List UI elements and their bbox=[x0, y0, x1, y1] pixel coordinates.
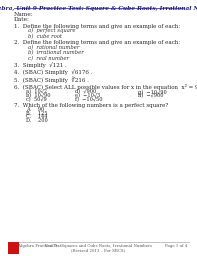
Text: a)  10√2: a) 10√2 bbox=[26, 89, 47, 94]
Text: a)  rational number: a) rational number bbox=[28, 45, 79, 50]
Text: 6.  (SBAC) Select ALL possible values for x in the equation  x² = 900 .: 6. (SBAC) Select ALL possible values for… bbox=[14, 84, 197, 90]
Text: b)  10√90: b) 10√90 bbox=[26, 93, 50, 98]
Text: B.    125: B. 125 bbox=[26, 111, 47, 116]
Text: D.    200: D. 200 bbox=[26, 118, 47, 123]
Text: 1.  Define the following terms and give an example of each:: 1. Define the following terms and give a… bbox=[14, 24, 180, 29]
Text: 4.  (SBAC) Simplify  √6176 .: 4. (SBAC) Simplify √6176 . bbox=[14, 69, 92, 75]
Text: c)  real number: c) real number bbox=[28, 56, 69, 61]
Text: g)  −10√90: g) −10√90 bbox=[138, 89, 167, 95]
Text: Date:: Date: bbox=[14, 17, 30, 23]
FancyBboxPatch shape bbox=[7, 242, 19, 254]
Text: f)  −10√50: f) −10√50 bbox=[75, 97, 102, 102]
Text: b)  irrational number: b) irrational number bbox=[28, 50, 83, 56]
Text: d)  √900: d) √900 bbox=[75, 89, 96, 94]
Text: a)  perfect square: a) perfect square bbox=[28, 28, 75, 34]
Text: b)  cube root: b) cube root bbox=[28, 34, 62, 39]
Text: Pre-Algebra Practice Test: Pre-Algebra Practice Test bbox=[10, 244, 61, 248]
Text: Pre-Algebra, Unit 9 Practice Test: Square & Cube Roots, Irrational Numbers: Pre-Algebra, Unit 9 Practice Test: Squar… bbox=[0, 6, 197, 11]
Text: c)  50√9: c) 50√9 bbox=[26, 97, 46, 102]
Text: Name:: Name: bbox=[14, 12, 33, 17]
Text: Page 1 of 4: Page 1 of 4 bbox=[165, 244, 187, 248]
Text: A.    90: A. 90 bbox=[26, 107, 44, 112]
Text: 5.  (SBAC) Simplify  ∛216 .: 5. (SBAC) Simplify ∛216 . bbox=[14, 76, 89, 82]
Text: Unit 9:  Squares and Cube Roots, Irrational Numbers
(Revised 2013 – For SBCS): Unit 9: Squares and Cube Roots, Irration… bbox=[45, 244, 152, 252]
Text: 7.  Which of the following numbers is a perfect square?: 7. Which of the following numbers is a p… bbox=[14, 103, 168, 108]
Text: 2.  Define the following terms and give an example of each:: 2. Define the following terms and give a… bbox=[14, 40, 180, 45]
Text: C.    144: C. 144 bbox=[26, 114, 47, 120]
Text: e)  −10√3: e) −10√3 bbox=[75, 93, 100, 98]
Text: h)  −√900: h) −√900 bbox=[138, 93, 163, 98]
Text: 3.  Simplify  √121 .: 3. Simplify √121 . bbox=[14, 62, 67, 68]
